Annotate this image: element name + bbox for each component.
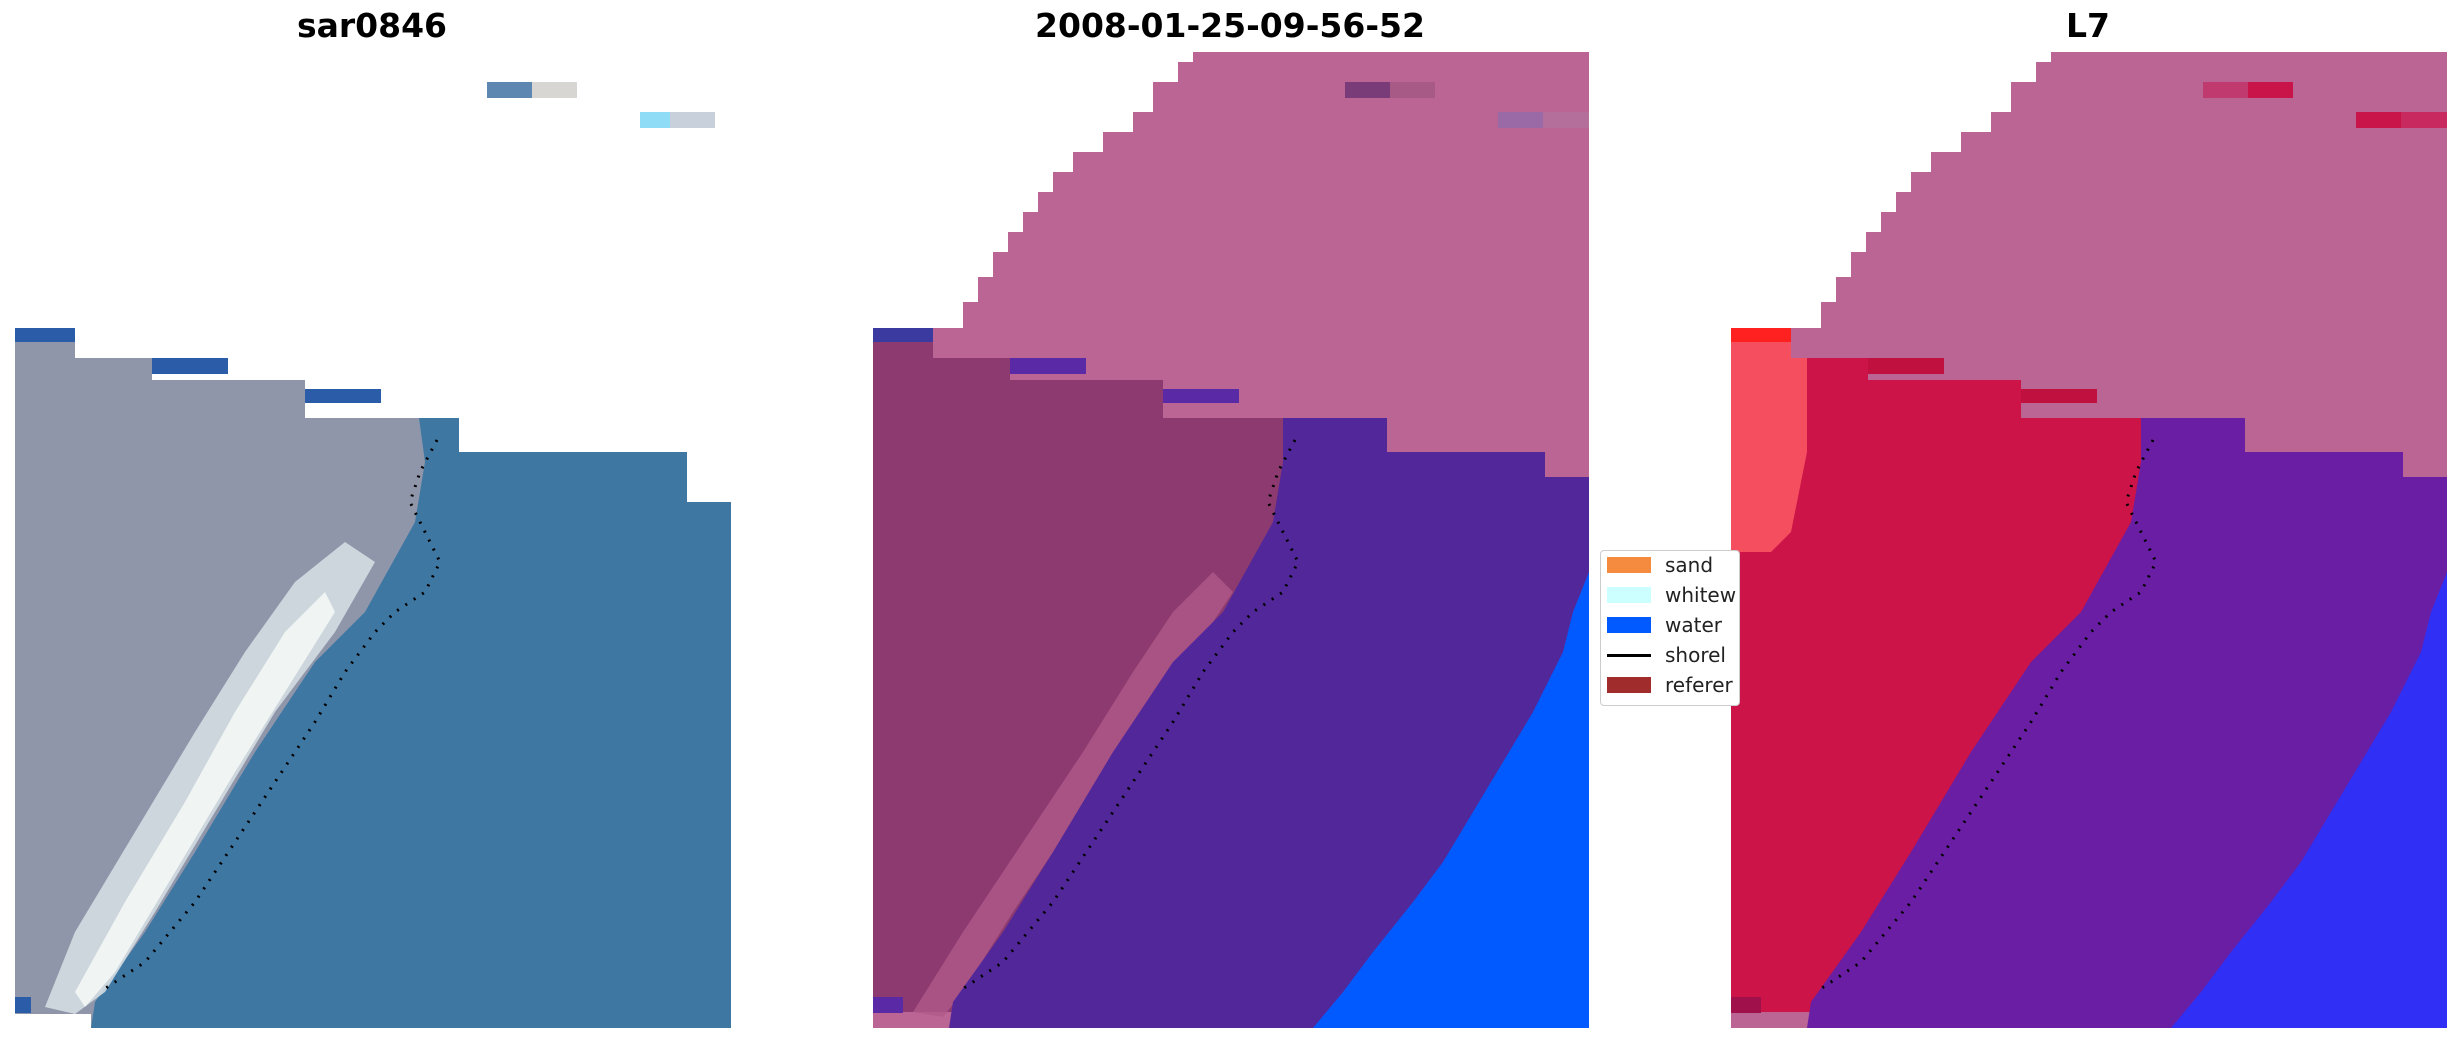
rgb-image-panel [15,52,731,1028]
legend-item-reference: referer [1601,671,1739,701]
panel-title-classification: 2008-01-25-09-56-52 [1035,6,1425,45]
rgb-pixel-strip [532,82,577,98]
legend-item-whitewater: whitew [1601,581,1739,611]
class-water-purple-region [949,418,1589,1028]
rgb-pixel-strip [670,112,715,128]
rgb-pixel-band [15,997,31,1013]
rgb-sand-core [75,592,335,1007]
legend-swatch-whitewater [1607,587,1651,603]
panel-title-rgb: sar0846 [296,6,448,45]
legend-item-sand: sand [1601,551,1739,581]
rgb-pixel-strip [487,82,532,98]
rgb-pixel-strip [640,112,670,128]
class-land-region [873,328,1293,1012]
legend-item-water: water [1601,611,1739,641]
legend-label-sand: sand [1665,553,1714,577]
legend-swatch-water [1607,617,1651,633]
legend-swatch-reference [1607,677,1651,693]
legend-swatch-sand [1607,557,1651,573]
index-water-purple-region [1807,418,2447,1028]
classification-panel [873,52,1589,1028]
rgb-pixel-band [305,389,381,403]
legend-label-reference: referer [1665,673,1733,697]
panel-title-index: L7 [2066,6,2110,45]
index-land-region [1731,328,2151,1012]
legend-item-shoreline: shorel [1601,641,1739,671]
index-water-blue-region [2171,572,2447,1028]
legend-label-shoreline: shorel [1665,643,1726,667]
rgb-pixel-band [15,328,75,342]
legend-line-shoreline [1607,654,1651,657]
index-land-bright [1731,328,1807,552]
legend-label-whitewater: whitew [1665,583,1737,607]
index-panel [1731,52,2447,1028]
rgb-pixel-band [152,358,228,374]
legend-label-water: water [1665,613,1722,637]
rgb-water [91,418,731,1028]
class-sand-streak [913,572,1233,1017]
class-water-blue-region [1313,572,1589,1028]
legend: sand whitew water shorel referer [1600,550,1740,706]
